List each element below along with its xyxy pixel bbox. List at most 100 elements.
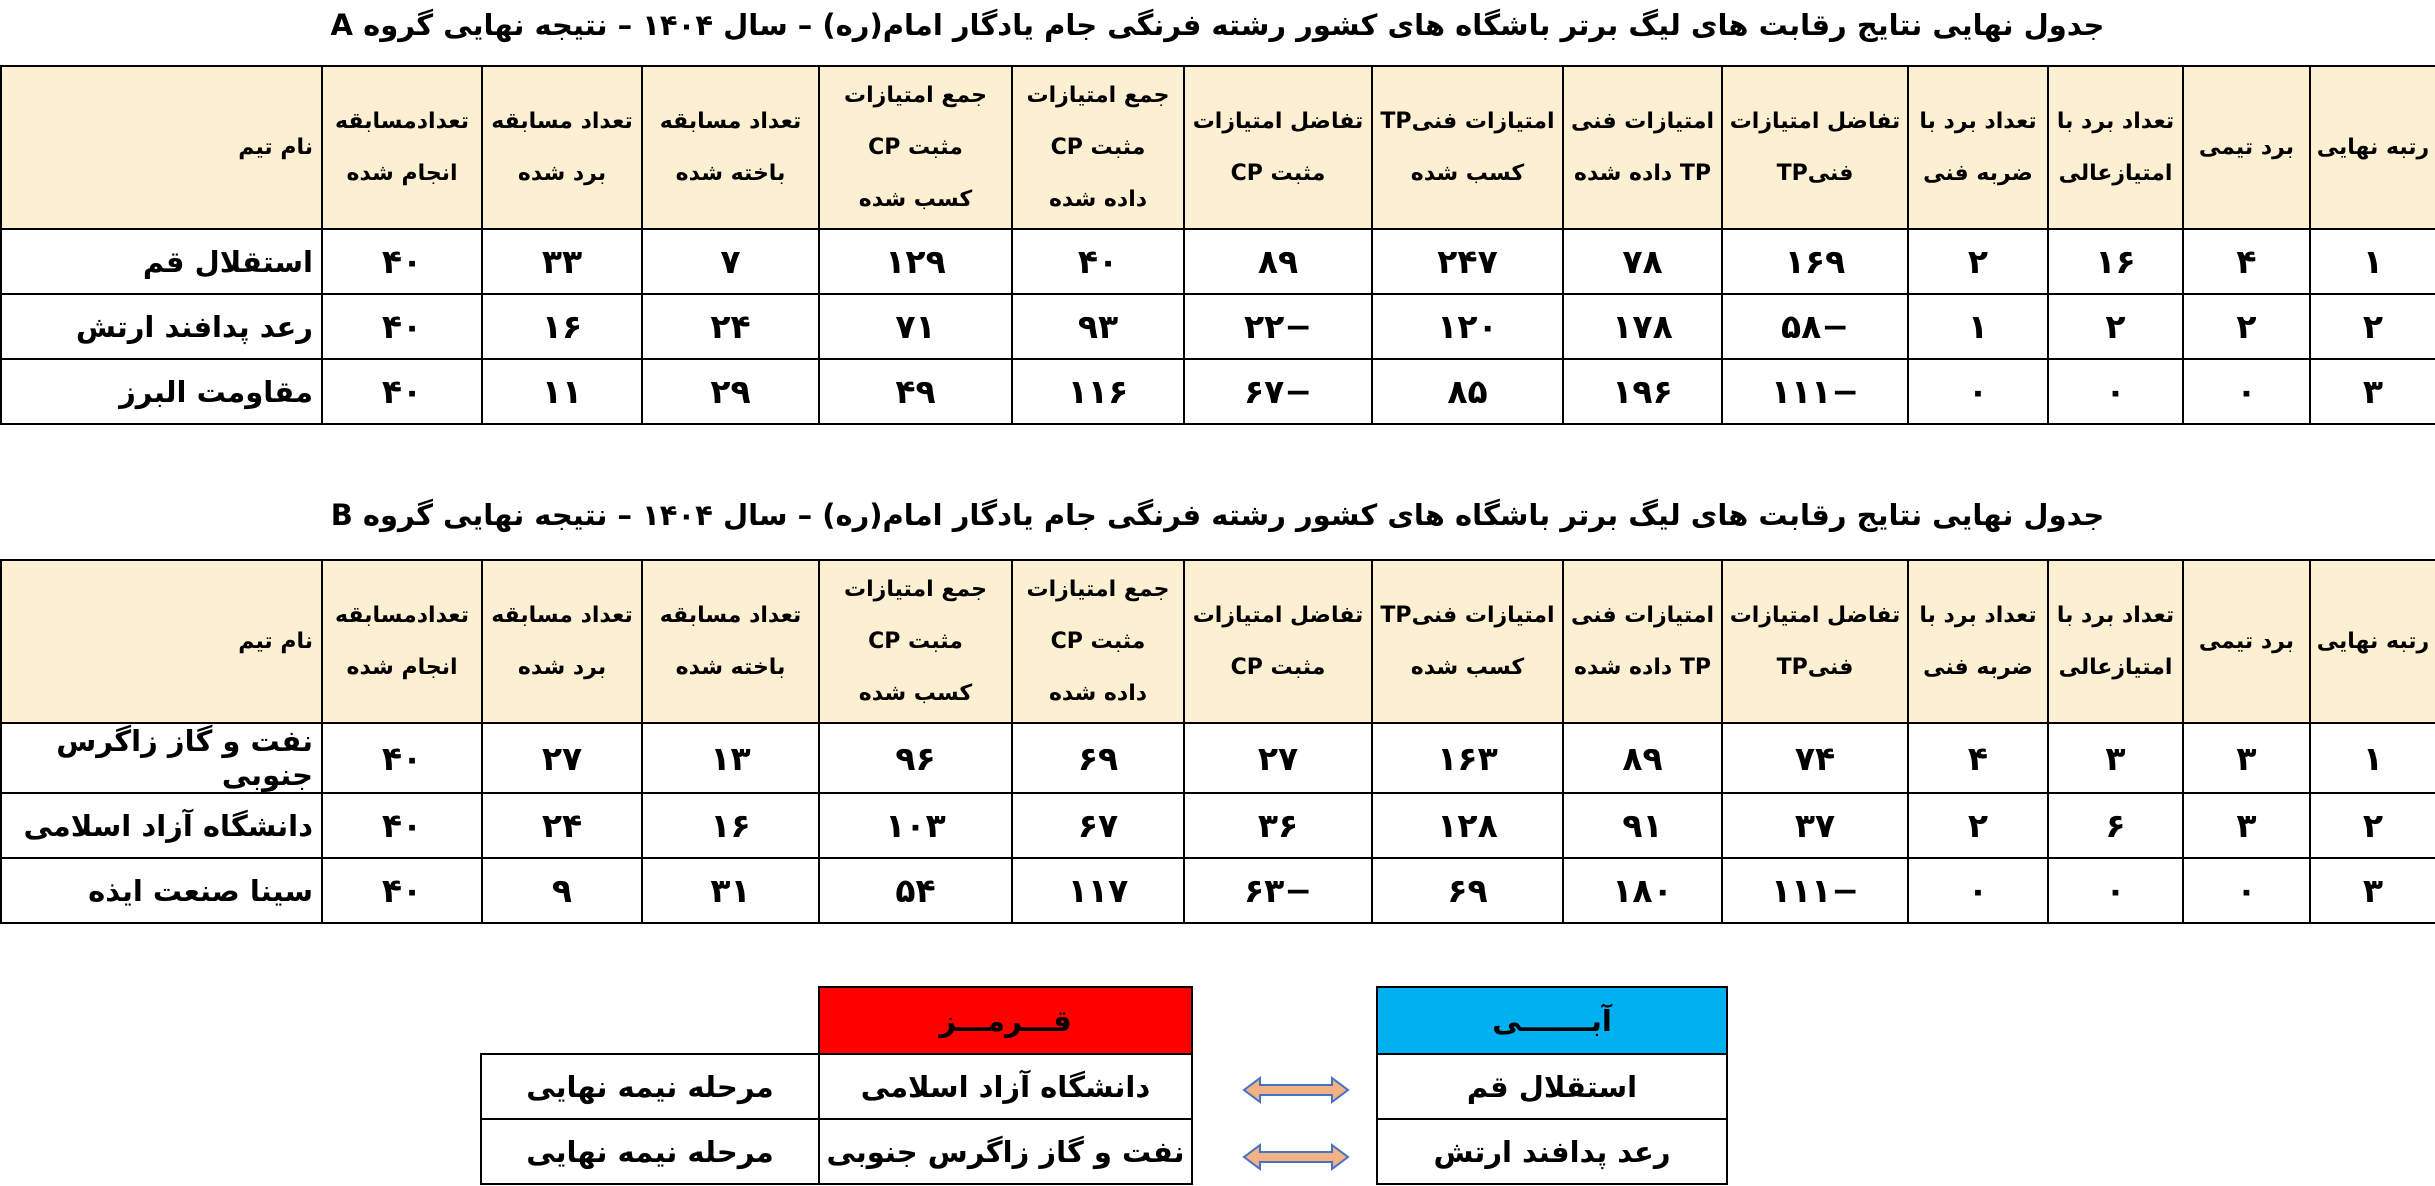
cell: ۴۰ — [321, 228, 483, 295]
cell: ۲ — [1907, 228, 2049, 295]
blue-team: رعد پدافند ارتش — [1376, 1118, 1728, 1185]
header-line: باخته شده — [675, 654, 786, 680]
team-name: استقلال قم — [0, 228, 323, 295]
cell: ۴ — [1907, 722, 2049, 794]
header-cell: امتیازات فنی TP داده شده — [1562, 559, 1723, 724]
cell: ۱۹۶ — [1562, 358, 1723, 425]
header-line: تعدادمسابقه — [335, 108, 469, 134]
red-team: دانشگاه آزاد اسلامی — [818, 1053, 1193, 1120]
table-title: جدول نهایی نتایج رقابت های لیگ برتر باشگ… — [330, 498, 2105, 532]
header-line: انجام شده — [346, 160, 458, 186]
cell: ۳۷ — [1721, 792, 1909, 859]
header-line: تعداد برد با — [2056, 602, 2175, 628]
blue-team: استقلال قم — [1376, 1053, 1728, 1120]
cell: ۱ — [2309, 722, 2435, 794]
cell: ۱۱۶ — [1011, 358, 1185, 425]
header-line: امتیازات فنی — [1571, 108, 1714, 134]
header-line: امتیازات فنی — [1571, 602, 1714, 628]
cell: ۱۳ — [641, 722, 820, 794]
header-line: برد تیمی — [2198, 134, 2295, 160]
cell: ۱۶ — [481, 293, 643, 360]
cell: ۱۶ — [2047, 228, 2184, 295]
cell: −۱۱۱ — [1721, 857, 1909, 924]
header-cell: امتیازات فنی TP داده شده — [1562, 65, 1723, 230]
header-cell: برد تیمی — [2182, 559, 2311, 724]
header-line: TP داده شده — [1574, 654, 1711, 680]
double-arrow — [1242, 1076, 1350, 1104]
header-line: فنیTP — [1776, 160, 1854, 186]
cell: −۶۳ — [1183, 857, 1373, 924]
row: ۳ ۰ ۰ ۰ −۱۱۱ ۱۸۰ ۶۹ −۶۳ ۱۱۷ ۵۴ ۳۱ ۹ ۴۰ سینا صنعت ایذه — [0, 857, 2435, 924]
header-line: مثبت CP — [1050, 628, 1146, 654]
header-row: رتبه نهایی برد تیمی تعداد برد با امتیازعالی… — [0, 65, 2435, 230]
header-line: مثبت CP — [1230, 654, 1326, 680]
header-line: جمع امتیازات — [844, 82, 987, 108]
cell: ۱۲۰ — [1371, 293, 1564, 360]
cell: ۴۰ — [321, 857, 483, 924]
header-line: داده شده — [1048, 680, 1148, 706]
header-line: انجام شده — [346, 654, 458, 680]
header-cell: تعدادمسابقه انجام شده — [321, 65, 483, 230]
cell: ۸۵ — [1371, 358, 1564, 425]
header-line: برد شده — [517, 160, 607, 186]
header-cell: برد تیمی — [2182, 65, 2311, 230]
cell: ۵۴ — [818, 857, 1013, 924]
header-cell: تعدادمسابقه انجام شده — [321, 559, 483, 724]
cell: ۱۸۰ — [1562, 857, 1723, 924]
cell: ۱۱ — [481, 358, 643, 425]
cell: ۱۶ — [641, 792, 820, 859]
team-name: دانشگاه آزاد اسلامی — [0, 792, 323, 859]
header-cell: تفاضل امتیازات فنیTP — [1721, 559, 1909, 724]
cell: ۱ — [2309, 228, 2435, 295]
header-line: باخته شده — [675, 160, 786, 186]
header-line: جمع امتیازات — [1026, 82, 1170, 108]
cell: ۳ — [2309, 857, 2435, 924]
header-cell: تعداد برد با ضربه فنی — [1907, 65, 2049, 230]
header-line: مثبت CP — [1050, 134, 1146, 160]
arrows — [1242, 1076, 1350, 1171]
cell: −۵۸ — [1721, 293, 1909, 360]
cell: ۷ — [641, 228, 820, 295]
cell: ۷۴ — [1721, 722, 1909, 794]
cell: ۲۴ — [481, 792, 643, 859]
cell: ۹ — [481, 857, 643, 924]
header-line: تعداد برد با — [1919, 602, 2037, 628]
header-cell: جمع امتیازات مثبت CP داده شده — [1011, 559, 1185, 724]
header-line: تفاضل امتیازات — [1729, 108, 1901, 134]
cell: ۱ — [1907, 293, 2049, 360]
header-line: تفاضل امتیازات — [1192, 602, 1364, 628]
cell: ۴ — [2182, 228, 2311, 295]
red-header: قـــرمـــز — [818, 986, 1193, 1055]
cell: ۶ — [2047, 792, 2184, 859]
header-line: تعداد مسابقه — [659, 602, 802, 628]
header-line: تفاضل امتیازات — [1729, 602, 1901, 628]
cell: ۰ — [2047, 358, 2184, 425]
cell: ۲ — [2047, 293, 2184, 360]
cell: ۷۱ — [818, 293, 1013, 360]
header-line: تعداد برد با — [2056, 108, 2175, 134]
cell: ۳۶ — [1183, 792, 1373, 859]
cell: ۲ — [2309, 792, 2435, 859]
header-cell: تعداد برد با امتیازعالی — [2047, 559, 2184, 724]
cell: ۸۹ — [1183, 228, 1373, 295]
row: ۱ ۳ ۳ ۴ ۷۴ ۸۹ ۱۶۳ ۲۷ ۶۹ ۹۶ ۱۳ ۲۷ ۴۰ نفت و گاز زاگرس ج… — [0, 722, 2435, 794]
cell: ۸۹ — [1562, 722, 1723, 794]
cell: −۲۲ — [1183, 293, 1373, 360]
cell: ۳۳ — [481, 228, 643, 295]
cell: ۲۹ — [641, 358, 820, 425]
header-line: مثبت CP — [868, 134, 963, 160]
cell: ۰ — [1907, 358, 2049, 425]
header-line: تعدادمسابقه — [335, 602, 469, 628]
team-name: سینا صنعت ایذه — [0, 857, 323, 924]
cell: ۳۱ — [641, 857, 820, 924]
header-line: نام تیم — [238, 134, 313, 160]
cell: ۰ — [2182, 857, 2311, 924]
cell: −۶۷ — [1183, 358, 1373, 425]
table-title: جدول نهایی نتایج رقابت های لیگ برتر باشگ… — [330, 8, 2105, 42]
header-cell: نام تیم — [0, 65, 323, 230]
header-line: ضربه فنی — [1923, 160, 2033, 186]
header-line: کسب شده — [1410, 160, 1525, 186]
blue-header: آبـــــــی — [1376, 986, 1728, 1055]
cell: ۳ — [2309, 358, 2435, 425]
header-cell: تعداد برد با امتیازعالی — [2047, 65, 2184, 230]
